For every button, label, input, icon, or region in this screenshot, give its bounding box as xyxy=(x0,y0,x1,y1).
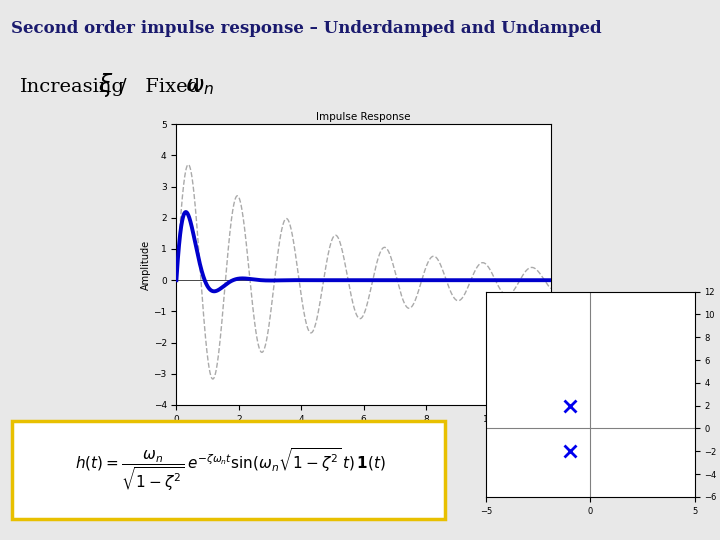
Text: $\omega_n$: $\omega_n$ xyxy=(186,77,215,97)
Title: Impulse Response: Impulse Response xyxy=(316,112,411,122)
Text: $\xi$: $\xi$ xyxy=(98,71,114,99)
Y-axis label: Amplitude: Amplitude xyxy=(140,240,150,289)
FancyBboxPatch shape xyxy=(12,421,445,519)
Text: $h(t) = \dfrac{\omega_n}{\sqrt{1-\zeta^2}}\,e^{-\zeta\omega_n t}\sin(\omega_n\sq: $h(t) = \dfrac{\omega_n}{\sqrt{1-\zeta^2… xyxy=(75,447,386,493)
Text: Second order impulse response – Underdamped and Undamped: Second order impulse response – Underdam… xyxy=(11,19,601,37)
X-axis label: Time (sec): Time (sec) xyxy=(338,427,390,436)
Text: Increasing: Increasing xyxy=(20,78,125,96)
Text: /   Fixed: / Fixed xyxy=(120,78,200,96)
